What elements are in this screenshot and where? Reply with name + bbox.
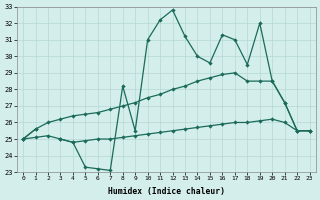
X-axis label: Humidex (Indice chaleur): Humidex (Indice chaleur) [108,187,225,196]
